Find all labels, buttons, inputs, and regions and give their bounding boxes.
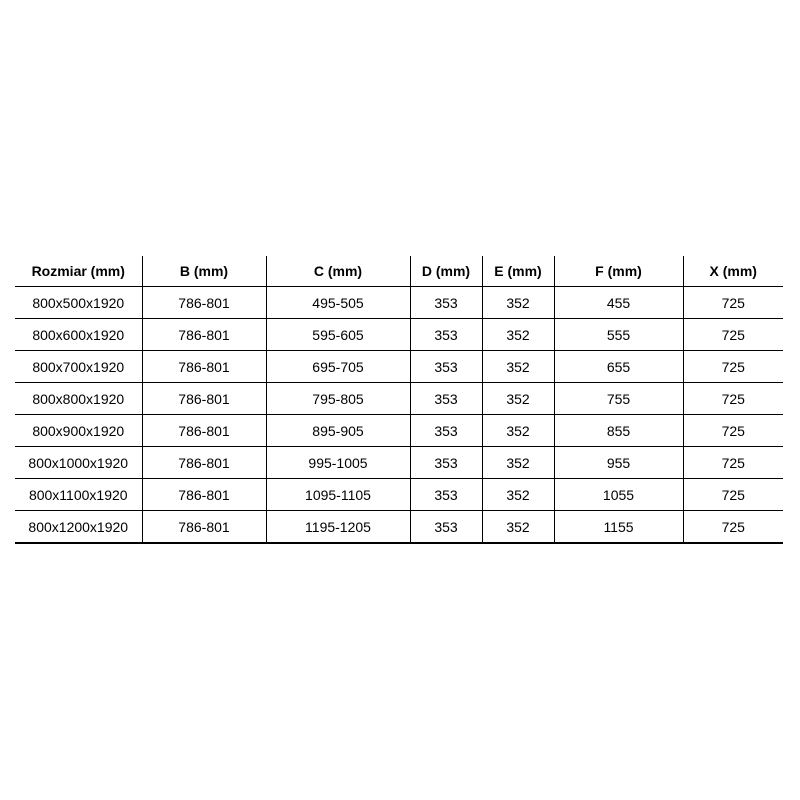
table-cell: 786-801 [141, 478, 266, 511]
table-cell: 800x1100x1920 [15, 478, 142, 511]
table-cell: 800x500x1920 [15, 286, 142, 319]
table-row: 800x500x1920 786-801 495-505 353 352 455 725 [15, 286, 783, 319]
table-cell: 895-905 [265, 414, 410, 447]
table-cell: 1055 [553, 478, 683, 511]
table-cell: 353 [409, 478, 482, 511]
table-cell: 955 [553, 446, 683, 479]
table-cell: 555 [553, 318, 683, 351]
table-cell: 725 [682, 510, 783, 544]
column-header: X (mm) [682, 256, 783, 287]
table-cell: 786-801 [141, 382, 266, 415]
column-header: C (mm) [265, 256, 410, 287]
table-cell: 786-801 [141, 350, 266, 383]
table-cell: 352 [481, 382, 554, 415]
table-row: 800x600x1920 786-801 595-605 353 352 555 725 [15, 318, 783, 351]
column-header: D (mm) [409, 256, 482, 287]
table-cell: 352 [481, 350, 554, 383]
table-cell: 786-801 [141, 446, 266, 479]
table-cell: 855 [553, 414, 683, 447]
table-cell: 786-801 [141, 510, 266, 544]
table-cell: 353 [409, 446, 482, 479]
table-cell: 655 [553, 350, 683, 383]
table-cell: 800x600x1920 [15, 318, 142, 351]
table-cell: 352 [481, 478, 554, 511]
table-cell: 725 [682, 478, 783, 511]
table-cell: 1155 [553, 510, 683, 544]
table-cell: 353 [409, 286, 482, 319]
table-cell: 353 [409, 382, 482, 415]
table-cell: 800x1200x1920 [15, 510, 142, 544]
table-cell: 800x700x1920 [15, 350, 142, 383]
table-cell: 353 [409, 510, 482, 544]
header-row: Rozmiar (mm) B (mm) C (mm) D (mm) E (mm) F (m… [15, 256, 783, 287]
table-row: 800x1200x1920 786-801 1195-1205 353 352 1155 7… [15, 510, 783, 544]
table-cell: 786-801 [141, 318, 266, 351]
table-cell: 353 [409, 350, 482, 383]
table-cell: 995-1005 [265, 446, 410, 479]
column-header: B (mm) [141, 256, 266, 287]
table-cell: 725 [682, 286, 783, 319]
table-cell: 352 [481, 414, 554, 447]
table-cell: 455 [553, 286, 683, 319]
table-cell: 352 [481, 446, 554, 479]
table-cell: 352 [481, 510, 554, 544]
table-row: 800x800x1920 786-801 795-805 353 352 755 725 [15, 382, 783, 415]
table-cell: 725 [682, 446, 783, 479]
dimensions-table: Rozmiar (mm) B (mm) C (mm) D (mm) E (mm) F (m… [15, 256, 783, 544]
table-cell: 353 [409, 414, 482, 447]
table-cell: 352 [481, 318, 554, 351]
table-cell: 755 [553, 382, 683, 415]
table-cell: 595-605 [265, 318, 410, 351]
table-cell: 695-705 [265, 350, 410, 383]
table-row: 800x700x1920 786-801 695-705 353 352 655 725 [15, 350, 783, 383]
table-row: 800x1000x1920 786-801 995-1005 353 352 955 725 [15, 446, 783, 479]
table-cell: 1195-1205 [265, 510, 410, 544]
column-header: Rozmiar (mm) [15, 256, 142, 287]
table-cell: 725 [682, 382, 783, 415]
table-cell: 725 [682, 318, 783, 351]
table-cell: 800x900x1920 [15, 414, 142, 447]
table-cell: 1095-1105 [265, 478, 410, 511]
table-cell: 353 [409, 318, 482, 351]
table-cell: 800x800x1920 [15, 382, 142, 415]
table-cell: 786-801 [141, 286, 266, 319]
table-cell: 800x1000x1920 [15, 446, 142, 479]
table-cell: 795-805 [265, 382, 410, 415]
column-header: F (mm) [553, 256, 683, 287]
column-header: E (mm) [481, 256, 554, 287]
table-row: 800x1100x1920 786-801 1095-1105 353 352 1055 7… [15, 478, 783, 511]
table-cell: 352 [481, 286, 554, 319]
table-cell: 725 [682, 350, 783, 383]
table-cell: 495-505 [265, 286, 410, 319]
table-cell: 725 [682, 414, 783, 447]
table-row: 800x900x1920 786-801 895-905 353 352 855 725 [15, 414, 783, 447]
table-cell: 786-801 [141, 414, 266, 447]
